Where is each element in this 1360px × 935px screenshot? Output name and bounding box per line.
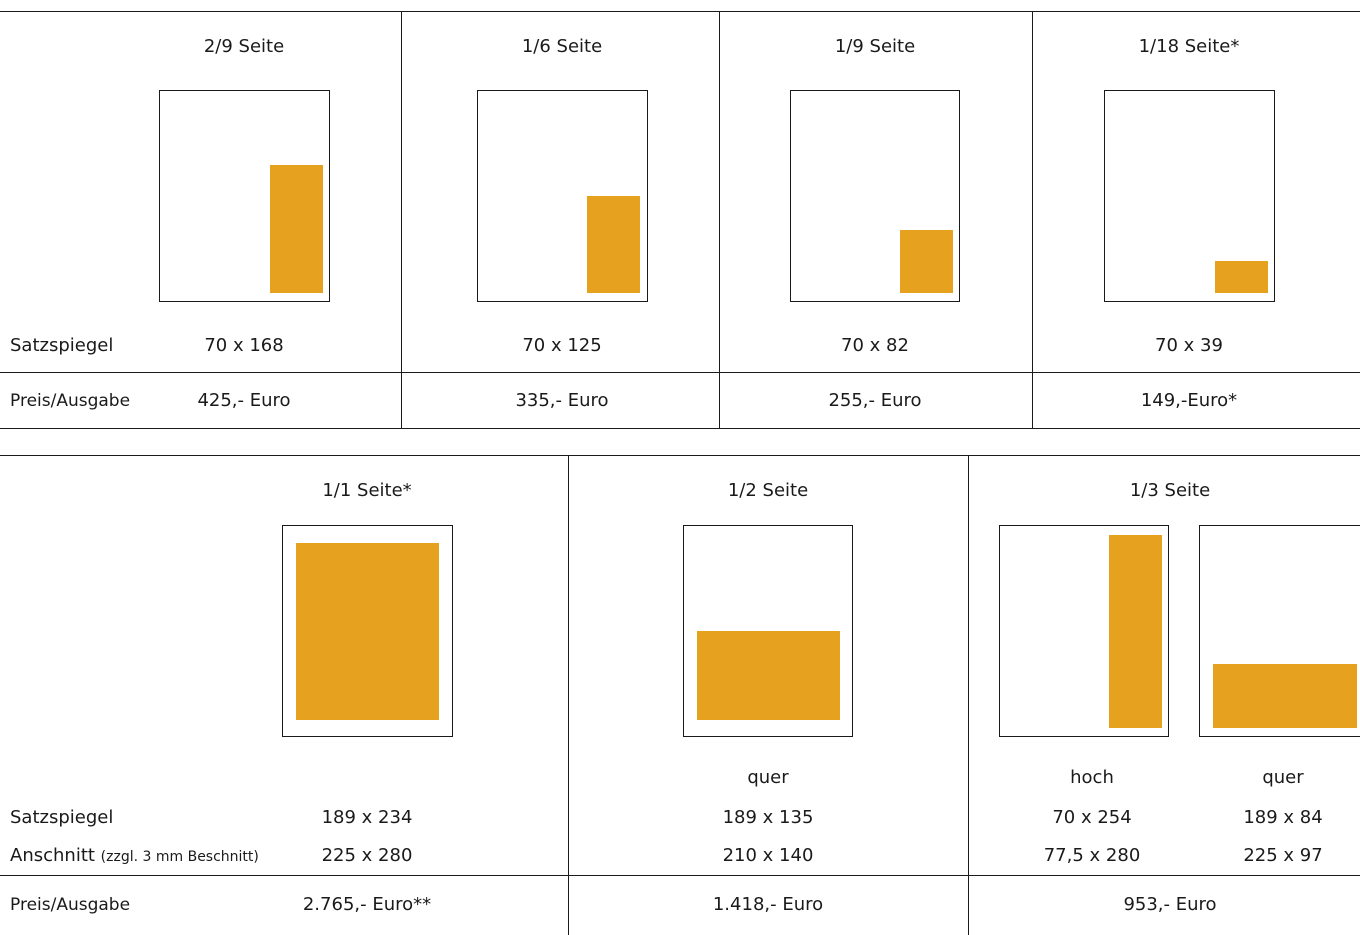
size-title-1-6: 1/6 Seite — [521, 36, 603, 57]
bottom-row-divider — [0, 875, 1360, 876]
price-value: 1.418,- Euro — [712, 894, 824, 915]
page-thumbnail — [999, 525, 1169, 737]
anschnitt-value: 225 x 97 — [1243, 845, 1323, 866]
ad-area-1-18 — [1215, 261, 1268, 293]
size-title-1-9: 1/9 Seite — [834, 36, 916, 57]
top-bottom-rule — [0, 428, 1360, 429]
ad-area-1-6 — [587, 196, 640, 293]
top-col-divider — [401, 11, 402, 429]
bottom-rule — [0, 455, 1360, 456]
row-label-preis: Preis/Ausgabe — [10, 895, 131, 915]
satzspiegel-value: 189 x 234 — [321, 807, 413, 828]
row-label-preis: Preis/Ausgabe — [10, 391, 131, 411]
row-label-satzspiegel: Satzspiegel — [10, 807, 114, 828]
row-label-satzspiegel: Satzspiegel — [10, 335, 114, 356]
ad-area-1-3-hoch — [1109, 535, 1162, 728]
ad-area-1-9 — [900, 230, 953, 293]
ad-area-2-9 — [270, 165, 323, 293]
orientation-label: hoch — [1070, 767, 1114, 788]
top-rule — [0, 11, 1360, 12]
ad-area-1-1 — [296, 543, 439, 720]
anschnitt-value: 77,5 x 280 — [1043, 845, 1141, 866]
price-value: 2.765,- Euro** — [302, 894, 432, 915]
ad-area-1-2-quer — [697, 631, 840, 720]
orientation-label: quer — [747, 767, 789, 788]
anschnitt-value: 210 x 140 — [722, 845, 814, 866]
page-thumbnail — [790, 90, 960, 302]
page-thumbnail — [1104, 90, 1275, 302]
size-title-1-1: 1/1 Seite* — [322, 480, 412, 501]
page-thumbnail — [477, 90, 648, 302]
satzspiegel-value: 189 x 135 — [722, 807, 814, 828]
satzspiegel-value: 70 x 254 — [1052, 807, 1132, 828]
price-value: 149,-Euro* — [1140, 390, 1238, 411]
size-title-1-3: 1/3 Seite — [1129, 480, 1211, 501]
size-title-1-18: 1/18 Seite* — [1138, 36, 1240, 57]
ad-area-1-3-quer — [1213, 664, 1357, 728]
top-row-divider — [0, 372, 1360, 373]
orientation-label: quer — [1262, 767, 1304, 788]
satzspiegel-value: 70 x 168 — [204, 335, 284, 356]
satzspiegel-value: 70 x 125 — [522, 335, 602, 356]
size-title-1-2: 1/2 Seite — [727, 480, 809, 501]
anschnitt-note: (zzgl. 3 mm Beschnitt) — [100, 849, 259, 865]
satzspiegel-value: 189 x 84 — [1243, 807, 1323, 828]
bottom-col-divider — [968, 455, 969, 935]
page-thumbnail — [1199, 525, 1360, 737]
price-value: 425,- Euro — [197, 390, 291, 411]
anschnitt-label: Anschnitt — [10, 845, 95, 866]
satzspiegel-value: 70 x 82 — [841, 335, 909, 356]
bottom-col-divider — [568, 455, 569, 935]
page-thumbnail — [159, 90, 330, 302]
price-value: 953,- Euro — [1123, 894, 1217, 915]
price-value: 255,- Euro — [828, 390, 922, 411]
satzspiegel-value: 70 x 39 — [1155, 335, 1223, 356]
anschnitt-value: 225 x 280 — [321, 845, 413, 866]
page-thumbnail — [683, 525, 853, 737]
row-label-anschnitt: Anschnitt (zzgl. 3 mm Beschnitt) — [10, 845, 259, 868]
top-col-divider — [719, 11, 720, 429]
page-thumbnail — [282, 525, 453, 737]
size-title-2-9: 2/9 Seite — [203, 36, 285, 57]
price-value: 335,- Euro — [515, 390, 609, 411]
top-col-divider — [1032, 11, 1033, 429]
